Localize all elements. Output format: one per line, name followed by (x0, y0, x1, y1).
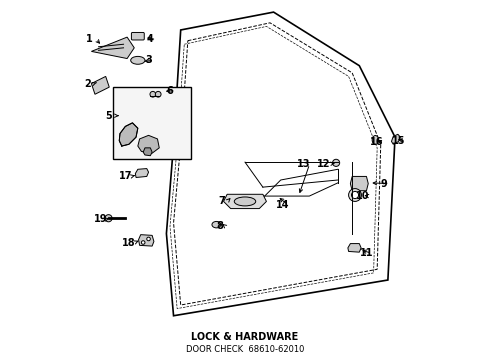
Text: 18: 18 (122, 238, 136, 248)
Text: 11: 11 (360, 248, 373, 258)
Text: 4: 4 (147, 34, 154, 44)
Polygon shape (92, 37, 134, 59)
Circle shape (150, 91, 156, 97)
Circle shape (333, 159, 340, 166)
Polygon shape (223, 194, 267, 208)
Text: 10: 10 (356, 191, 369, 201)
Text: 16: 16 (370, 138, 384, 148)
Polygon shape (139, 235, 154, 246)
Circle shape (351, 192, 359, 199)
Text: 19: 19 (94, 214, 107, 224)
Text: 3: 3 (145, 55, 152, 65)
Ellipse shape (131, 57, 145, 64)
Polygon shape (143, 148, 152, 156)
Text: 7: 7 (219, 197, 225, 206)
Ellipse shape (372, 135, 379, 144)
Text: 2: 2 (84, 78, 91, 89)
Polygon shape (135, 168, 148, 177)
Text: 6: 6 (167, 86, 173, 96)
Text: 12: 12 (317, 159, 330, 169)
Text: 8: 8 (217, 221, 223, 231)
Text: DOOR CHECK  68610-62010: DOOR CHECK 68610-62010 (186, 345, 304, 354)
Circle shape (348, 189, 362, 202)
Text: 1: 1 (86, 34, 93, 44)
Circle shape (155, 91, 161, 97)
Text: LOCK & HARDWARE: LOCK & HARDWARE (192, 332, 298, 342)
Polygon shape (138, 135, 159, 153)
Text: 14: 14 (276, 200, 289, 210)
Polygon shape (392, 134, 400, 144)
Text: 5: 5 (105, 111, 112, 121)
Text: 17: 17 (119, 171, 132, 181)
Ellipse shape (234, 197, 256, 206)
Polygon shape (92, 76, 109, 94)
Polygon shape (348, 244, 361, 252)
Text: 15: 15 (392, 136, 405, 146)
Polygon shape (350, 176, 368, 191)
FancyBboxPatch shape (113, 87, 192, 158)
Text: 9: 9 (381, 179, 388, 189)
FancyBboxPatch shape (131, 32, 144, 40)
Circle shape (105, 215, 112, 222)
Text: 13: 13 (297, 159, 311, 169)
Polygon shape (119, 123, 138, 146)
Ellipse shape (212, 221, 221, 228)
Circle shape (142, 241, 145, 244)
Circle shape (147, 237, 150, 241)
